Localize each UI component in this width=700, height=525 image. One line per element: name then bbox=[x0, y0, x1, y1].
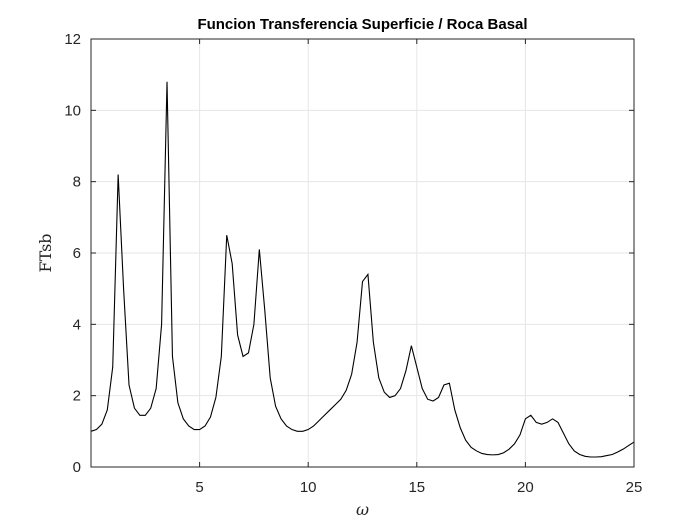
y-tick-label-3: 6 bbox=[73, 245, 81, 262]
x-tick-label-3: 20 bbox=[517, 479, 534, 496]
x-axis-label: ω bbox=[356, 500, 369, 519]
y-tick-label-5: 10 bbox=[64, 102, 81, 119]
x-tick-label-4: 25 bbox=[626, 479, 643, 496]
y-tick-label-2: 4 bbox=[73, 316, 81, 333]
grid bbox=[91, 39, 634, 467]
y-tick-label-4: 8 bbox=[73, 174, 81, 191]
series-line bbox=[90, 81, 635, 458]
chart-title: Funcion Transferencia Superficie / Roca … bbox=[197, 16, 527, 33]
ticks: 5 10 15 20 25 0 2 4 6 8 10 12 bbox=[64, 31, 642, 496]
y-axis-label: FTsb bbox=[36, 233, 55, 272]
x-tick-label-1: 10 bbox=[300, 479, 317, 496]
y-tick-label-1: 2 bbox=[73, 388, 81, 405]
y-tick-label-6: 12 bbox=[64, 31, 81, 48]
y-tick-label-0: 0 bbox=[73, 459, 81, 476]
x-tick-label-2: 15 bbox=[408, 479, 425, 496]
x-tick-label-0: 5 bbox=[195, 479, 203, 496]
